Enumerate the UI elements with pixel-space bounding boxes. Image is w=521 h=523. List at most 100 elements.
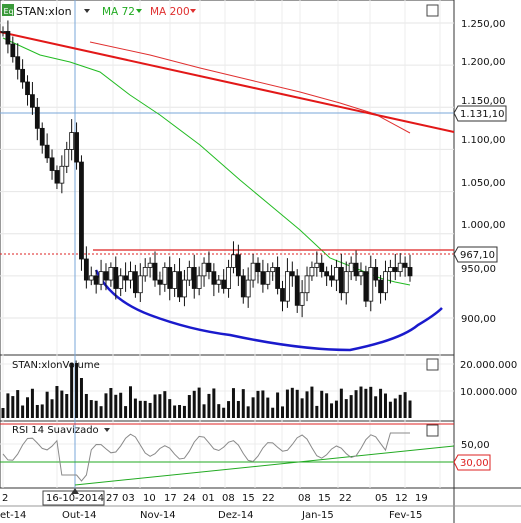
ma200-label[interactable]: MA 200: [150, 6, 190, 18]
price-axis: 1.250,00 1.200,00 1.150,00 1.100,00 1.05…: [461, 19, 506, 325]
candle-body: [250, 262, 256, 281]
volume-bar: [16, 390, 20, 418]
volume-bar: [212, 388, 216, 418]
candle-body: [240, 275, 246, 298]
volume-bar: [202, 404, 206, 418]
eq-badge[interactable]: [2, 4, 14, 16]
price-grid: [0, 0, 454, 488]
chart-header: Eq STAN:xlon MA 72 MA 200: [2, 4, 439, 18]
candle-body: [64, 149, 70, 167]
candle-body: [329, 275, 334, 281]
volume-bar: [374, 396, 378, 418]
ma72-label[interactable]: MA 72: [102, 6, 135, 18]
candle-body: [142, 267, 148, 277]
volume-bar: [364, 388, 368, 418]
candle-body: [123, 275, 128, 281]
candle-body: [285, 271, 290, 302]
rounding-bottom-curve[interactable]: [94, 269, 443, 352]
checkbox-icon[interactable]: [426, 358, 439, 371]
candle-body: [299, 292, 305, 306]
candle-body: [304, 275, 310, 294]
volume-bar: [197, 387, 201, 418]
volume-bar: [295, 389, 299, 418]
candle-body: [368, 267, 374, 302]
candle-body: [132, 271, 138, 294]
volume-bar: [119, 392, 123, 418]
price-tick: 1.000,00: [461, 220, 506, 231]
ma200-line: [89, 41, 411, 134]
symbol-label[interactable]: STAN:xlon: [16, 5, 72, 18]
price-panel[interactable]: [0, 0, 455, 356]
price-tick: 1.050,00: [461, 178, 506, 189]
candle-body: [383, 271, 388, 294]
volume-bar: [60, 390, 64, 418]
rsi-title: RSI 14 Suavizado: [12, 425, 99, 436]
candle-body: [211, 271, 217, 285]
day-label: 08: [298, 493, 311, 504]
dropdown-arrow-icon[interactable]: [136, 9, 142, 13]
rsi-trendline[interactable]: [74, 445, 455, 486]
price-tick: 1.100,00: [461, 135, 506, 146]
candle-body: [5, 31, 11, 45]
dropdown-arrow-icon[interactable]: [190, 9, 196, 13]
candle-body: [216, 279, 222, 285]
volume-bar: [26, 397, 30, 418]
candle-body: [196, 275, 202, 289]
day-label: 05: [375, 493, 388, 504]
volume-bar: [70, 363, 74, 418]
volume-bar: [55, 386, 59, 418]
candle-body: [93, 275, 99, 285]
candle-body: [245, 279, 251, 298]
month-label: Nov-14: [140, 510, 176, 521]
price-tick: 1.150,00: [461, 96, 506, 107]
volume-bar: [6, 393, 10, 418]
volume-bar: [339, 388, 343, 418]
candle-body: [353, 262, 359, 277]
volume-bar: [84, 393, 88, 418]
volume-bar: [300, 398, 304, 418]
volume-tick: 10.000.000: [460, 387, 517, 398]
resistance-trendline[interactable]: [0, 31, 455, 133]
checkbox-icon[interactable]: [426, 424, 439, 437]
volume-bar: [163, 391, 167, 418]
volume-bar: [173, 405, 177, 418]
candle-body: [147, 262, 153, 268]
volume-bar: [187, 395, 191, 418]
day-label: 2: [2, 493, 8, 504]
month-label: Fev-15: [389, 510, 422, 521]
price-tick: 1.200,00: [461, 57, 506, 68]
dropdown-arrow-icon[interactable]: [104, 428, 110, 432]
candle-body: [387, 267, 393, 273]
volume-bar: [305, 391, 309, 418]
cursor-date-label: 16-10-2014: [46, 493, 104, 504]
day-label: 24: [183, 493, 196, 504]
volume-bar: [133, 398, 137, 418]
candle-body: [309, 267, 315, 277]
candle-body: [231, 254, 236, 268]
volume-bar: [320, 390, 324, 418]
candle-body: [157, 279, 163, 285]
volume-bar: [388, 401, 392, 418]
checkbox-icon[interactable]: [426, 4, 439, 17]
volume-bar: [138, 400, 142, 418]
day-label: 22: [339, 493, 352, 504]
candle-body: [260, 271, 266, 285]
month-label: Dez-14: [218, 510, 253, 521]
volume-bar: [1, 408, 5, 418]
candle-body: [88, 275, 94, 281]
month-label: Out-14: [62, 510, 96, 521]
volume-bar: [153, 394, 157, 418]
dropdown-arrow-icon[interactable]: [84, 9, 90, 13]
rsi-level-value: 30,00: [460, 458, 489, 469]
candle-body: [118, 275, 124, 289]
volume-bar: [99, 406, 103, 418]
volume-bar: [354, 390, 358, 418]
day-label: 19: [415, 493, 428, 504]
volume-bar: [334, 400, 338, 418]
candle-body: [98, 271, 104, 285]
resistance-value: 967,10: [460, 250, 495, 261]
candle-body: [363, 271, 369, 302]
month-label: Jan-15: [301, 510, 334, 521]
candle-body: [162, 267, 168, 285]
